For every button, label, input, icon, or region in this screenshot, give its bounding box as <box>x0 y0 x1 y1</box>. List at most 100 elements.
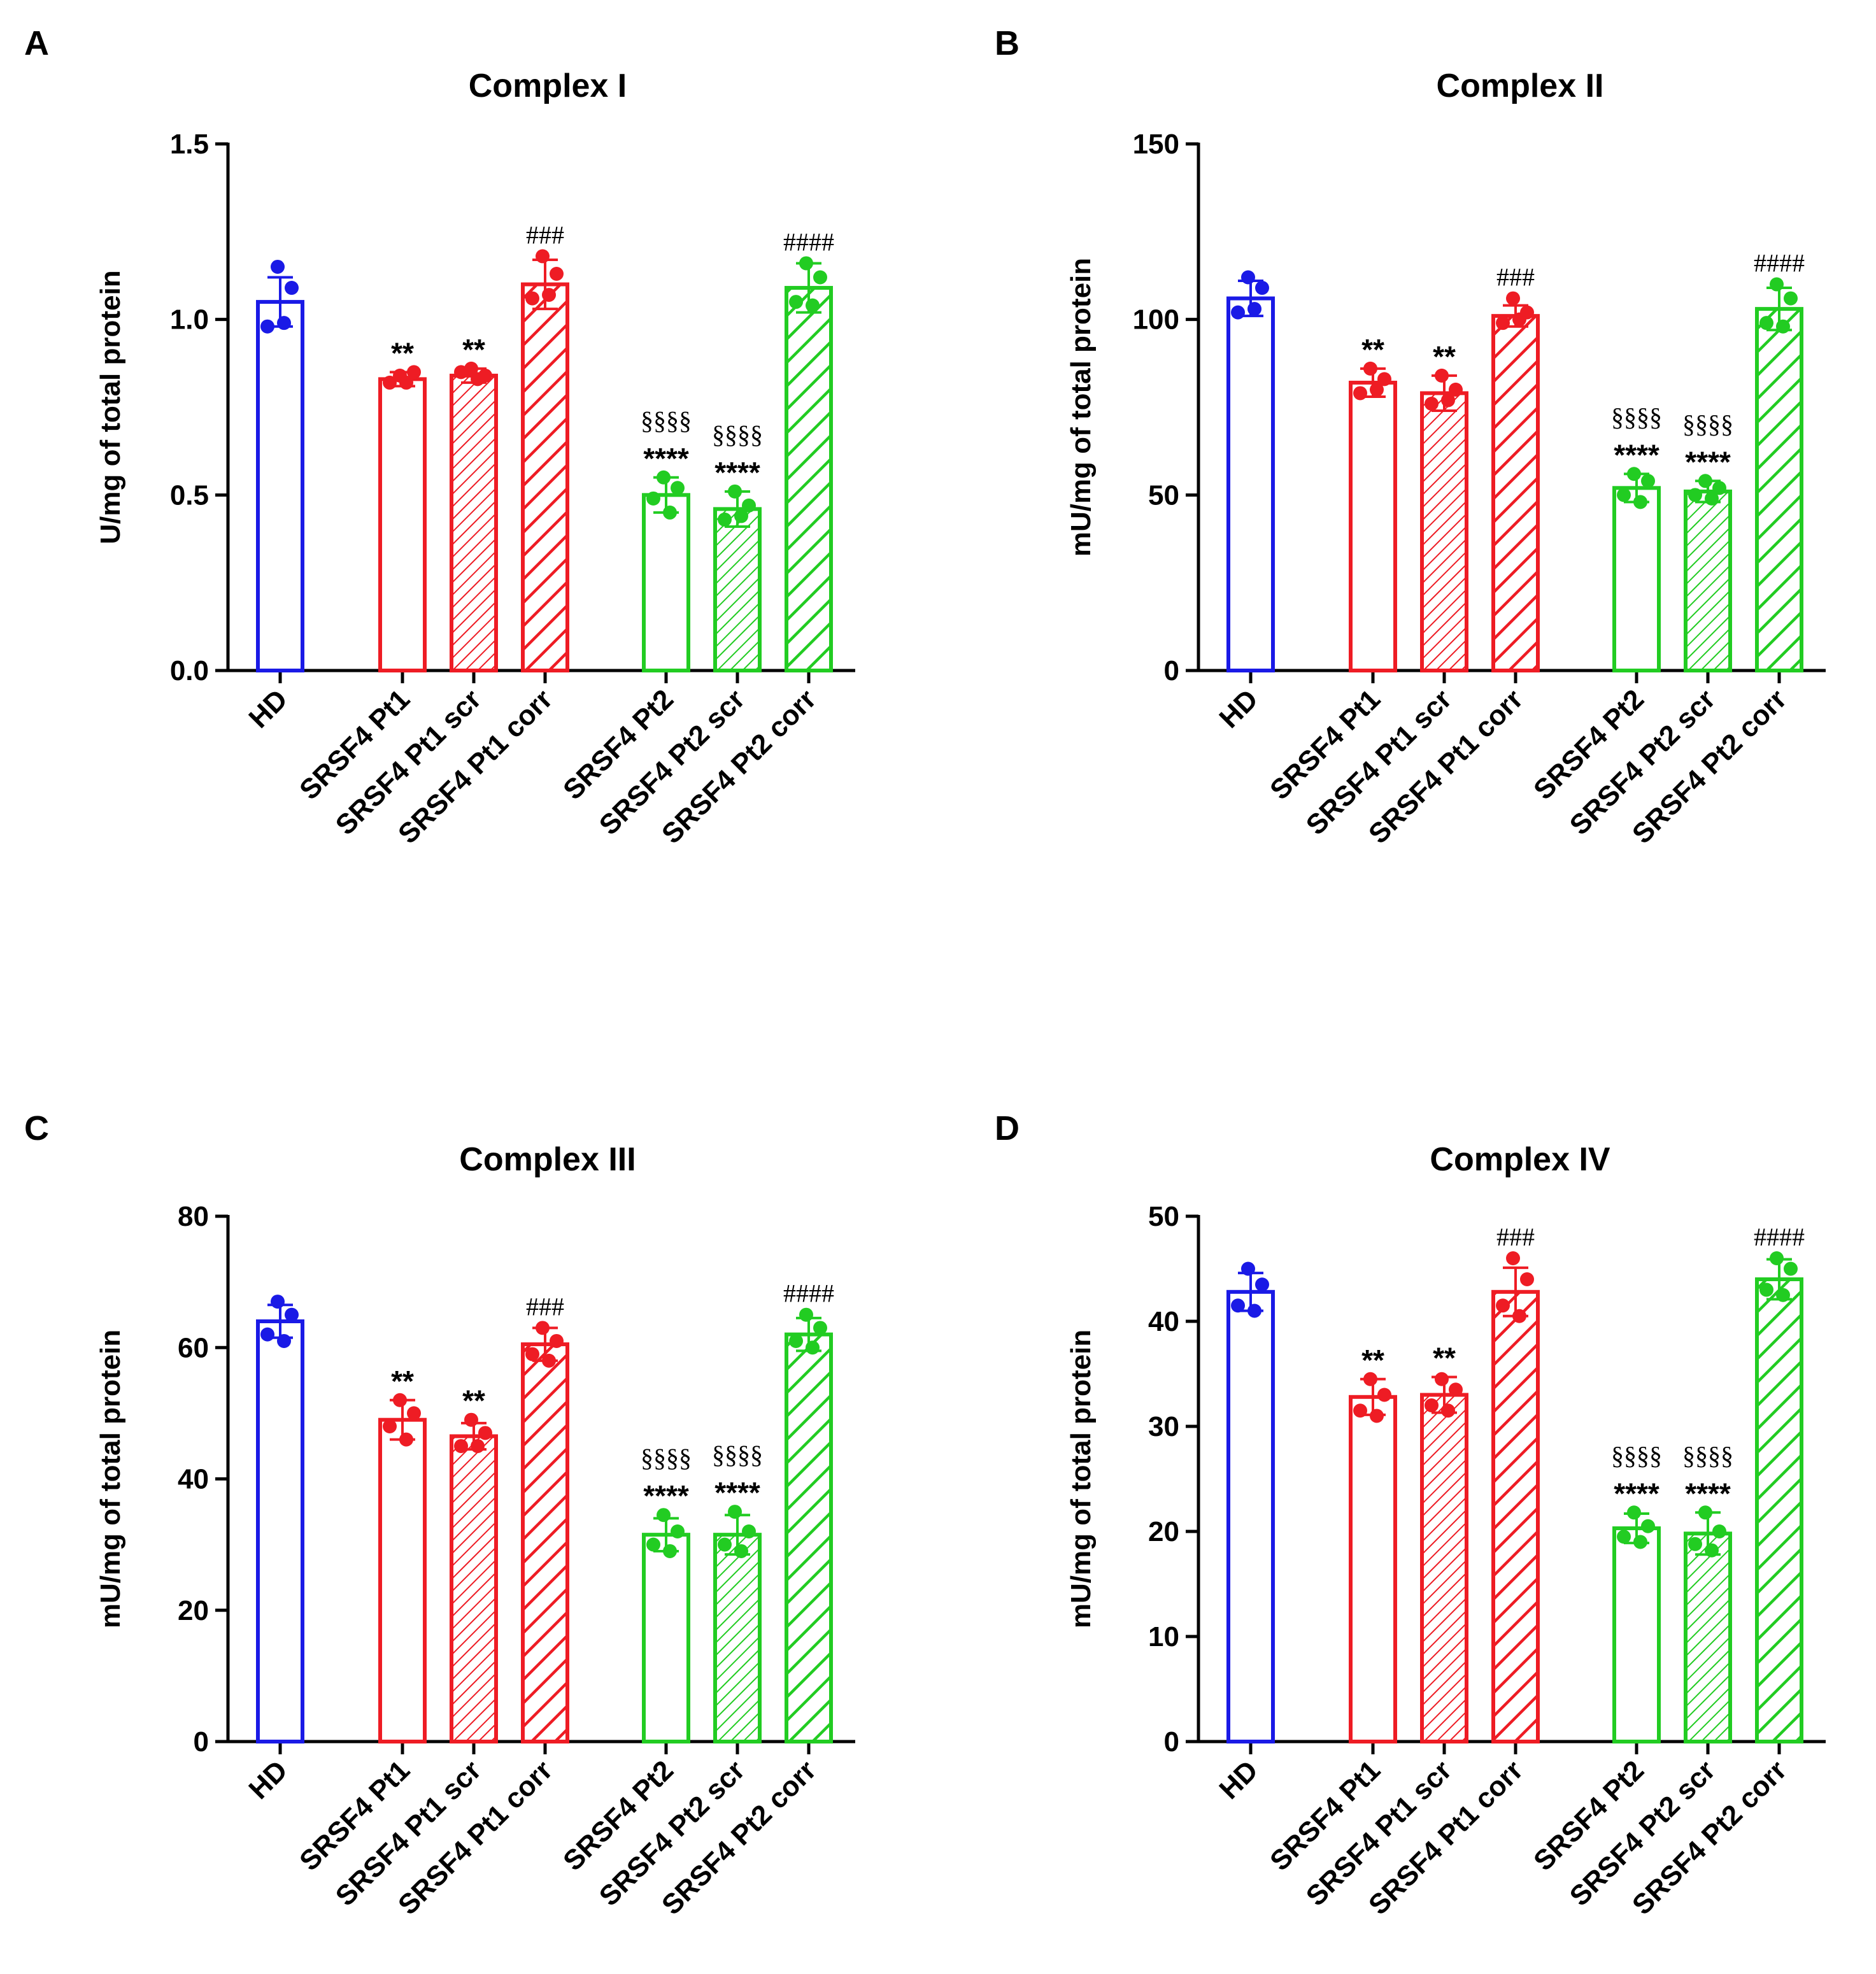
data-point <box>1353 386 1367 401</box>
bar <box>450 373 498 672</box>
significance-hashes: ### <box>526 220 564 249</box>
data-point <box>1688 488 1702 502</box>
data-point <box>1520 1272 1534 1286</box>
panel-letter: D <box>995 1109 1020 1147</box>
data-point <box>407 1406 421 1421</box>
data-point <box>536 1321 550 1335</box>
data-point <box>671 1524 685 1538</box>
data-point <box>260 319 274 334</box>
data-point <box>1363 1372 1377 1386</box>
data-point <box>1698 1505 1712 1520</box>
significance-hashes: #### <box>783 227 834 256</box>
data-point <box>742 498 756 513</box>
data-point <box>399 1432 413 1447</box>
data-point <box>260 1327 274 1342</box>
y-tick-label: 80 <box>178 1201 209 1232</box>
bar <box>256 300 304 673</box>
y-tick-label: 30 <box>1148 1411 1179 1442</box>
data-point <box>646 1537 660 1552</box>
data-point <box>1776 1288 1790 1302</box>
bar-group: HD <box>1213 1261 1275 1805</box>
data-point <box>1506 291 1520 306</box>
bar-group: HD <box>243 259 304 734</box>
bar <box>713 507 762 672</box>
significance-stars: **** <box>1614 438 1659 471</box>
y-axis-title: mU/mg of total protein <box>1065 1330 1097 1628</box>
bar <box>1226 1289 1275 1744</box>
data-point <box>1231 305 1245 320</box>
significance-hashes: ### <box>1496 263 1535 292</box>
data-point <box>542 288 556 302</box>
panel-letter: A <box>24 24 49 62</box>
data-point <box>1377 1388 1391 1402</box>
y-tick-label: 0.5 <box>170 479 209 511</box>
data-point <box>1770 1251 1784 1265</box>
data-point <box>734 1544 748 1558</box>
data-point <box>1776 319 1790 334</box>
data-point <box>1435 1372 1449 1386</box>
data-point <box>407 365 421 380</box>
x-tick-label: HD <box>243 1754 294 1805</box>
significance-hashes: ### <box>526 1292 564 1321</box>
data-point <box>1441 1403 1455 1418</box>
bar <box>256 1319 304 1743</box>
data-point <box>1247 1303 1261 1318</box>
significance-hashes: #### <box>1754 1223 1805 1251</box>
data-point <box>646 491 660 506</box>
data-point <box>536 249 550 264</box>
data-point <box>1705 491 1719 506</box>
data-point <box>285 1307 299 1322</box>
significance-stars: ** <box>462 333 485 366</box>
data-point <box>1449 382 1463 397</box>
data-point <box>663 505 677 520</box>
bar <box>1491 314 1540 672</box>
y-tick-label: 0 <box>1164 1726 1179 1757</box>
bar <box>713 1533 762 1743</box>
data-point <box>734 509 748 523</box>
bar <box>1491 1289 1540 1744</box>
data-point <box>1449 1382 1463 1397</box>
data-point <box>813 1321 827 1335</box>
data-point <box>478 1426 492 1440</box>
y-axis-title: mU/mg of total protein <box>1065 258 1097 557</box>
significance-stars: **** <box>1685 1477 1731 1510</box>
data-point <box>454 1438 468 1453</box>
y-tick-label: 100 <box>1133 304 1179 336</box>
data-point <box>742 1524 756 1538</box>
data-point <box>806 1340 820 1355</box>
data-point <box>383 375 397 390</box>
bar <box>1612 1526 1661 1744</box>
data-point <box>799 256 813 271</box>
chart-title: Complex II <box>1437 67 1604 104</box>
data-point <box>1241 270 1255 285</box>
data-point <box>1241 1261 1255 1276</box>
bar <box>521 282 569 672</box>
bar <box>642 1533 690 1743</box>
panel-letter: C <box>24 1109 49 1147</box>
data-point <box>718 512 732 527</box>
significance-stars: **** <box>1685 445 1731 478</box>
significance-stars: ** <box>1361 1344 1384 1377</box>
x-tick-label: HD <box>1213 683 1264 734</box>
panel-letter: B <box>995 24 1020 62</box>
y-tick-label: 20 <box>1148 1516 1179 1547</box>
bar <box>450 1434 498 1743</box>
data-point <box>1688 1537 1702 1551</box>
y-tick-label: 1.0 <box>170 304 209 336</box>
x-tick-label: HD <box>1213 1754 1264 1805</box>
significance-stars: ** <box>1361 333 1384 366</box>
y-tick-label: 0 <box>194 1726 209 1757</box>
data-point <box>550 266 564 281</box>
bar <box>378 1417 427 1743</box>
chart-title: Complex I <box>469 67 627 104</box>
chart-title: Complex III <box>459 1141 636 1178</box>
bar <box>1684 1531 1732 1744</box>
data-point <box>277 316 291 330</box>
data-point <box>454 365 468 380</box>
data-point <box>728 1505 742 1519</box>
y-tick-label: 150 <box>1133 129 1179 160</box>
bar <box>642 493 690 672</box>
data-point <box>542 1353 556 1368</box>
data-point <box>1633 1535 1647 1549</box>
significance-sections: §§§§ <box>712 420 763 449</box>
